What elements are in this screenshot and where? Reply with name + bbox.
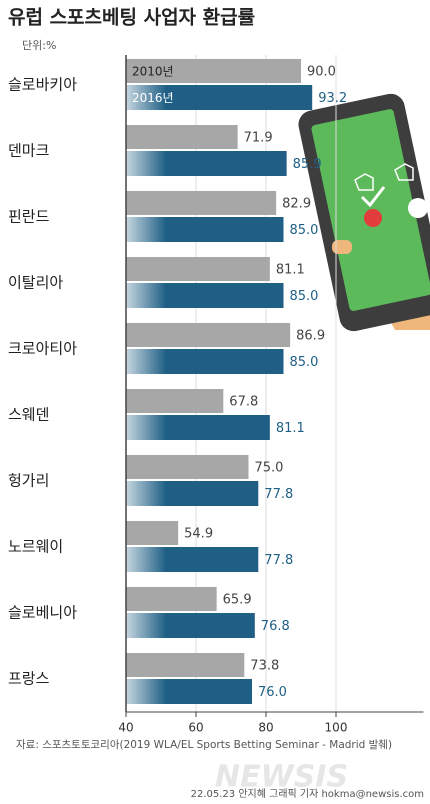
bar — [126, 59, 301, 83]
value-label: 76.0 — [258, 685, 287, 700]
value-label: 93.2 — [318, 91, 347, 106]
value-label: 67.8 — [229, 395, 258, 410]
chart-title: 유럽 스포츠베팅 사업자 환급률 — [8, 7, 255, 29]
bar — [126, 389, 224, 413]
category-label: 슬로베니아 — [8, 604, 77, 622]
bar-fade — [126, 415, 166, 440]
category-label: 슬로바키아 — [8, 76, 77, 94]
watermark: NEWSIS — [215, 760, 348, 795]
value-label: 82.9 — [282, 197, 311, 212]
value-label: 81.1 — [276, 421, 305, 436]
value-label: 90.0 — [307, 65, 336, 80]
source: 자료: 스포츠토토코리아(2019 WLA/EL Sports Betting … — [16, 739, 392, 751]
bar-fade — [126, 151, 166, 176]
value-label: 85.0 — [290, 289, 319, 304]
legend-label: 2016년 — [132, 91, 174, 105]
value-label: 76.8 — [261, 619, 290, 634]
bar-fade — [126, 349, 166, 374]
category-label: 스웨덴 — [8, 406, 49, 424]
bar-fade — [126, 85, 166, 110]
bar — [126, 125, 238, 149]
category-label: 크로아티아 — [8, 340, 77, 358]
value-label: 71.9 — [244, 131, 273, 146]
value-label: 54.9 — [184, 527, 213, 542]
bar-fade — [126, 547, 166, 572]
value-label: 81.1 — [276, 263, 305, 278]
bar-fade — [126, 217, 166, 242]
bar-fade — [126, 283, 166, 308]
x-tick-label: 60 — [188, 721, 203, 735]
value-label: 77.8 — [264, 487, 293, 502]
bar — [126, 323, 291, 347]
value-label: 85.0 — [290, 223, 319, 238]
legend-label: 2010년 — [132, 65, 174, 79]
value-label: 85.9 — [293, 157, 322, 172]
bar — [126, 587, 217, 611]
x-tick-label: 80 — [258, 721, 273, 735]
phone-illustration — [298, 93, 430, 332]
category-label: 핀란드 — [8, 208, 50, 226]
bar — [126, 257, 270, 281]
bar-fade — [126, 679, 166, 704]
value-label: 77.8 — [264, 553, 293, 568]
value-label: 73.8 — [250, 659, 279, 674]
value-label: 85.0 — [290, 355, 319, 370]
category-label: 프랑스 — [8, 670, 50, 688]
bar-fade — [126, 481, 166, 506]
credit: 22.05.23 안지혜 그래픽 기자 hokma@newsis.com — [191, 788, 424, 800]
value-label: 75.0 — [255, 461, 284, 476]
x-tick-label: 40 — [118, 721, 133, 735]
unit-label: 단위:% — [22, 39, 56, 52]
bar — [126, 521, 179, 545]
category-label: 헝가리 — [8, 472, 49, 490]
category-label: 노르웨이 — [8, 538, 63, 556]
bar — [126, 455, 249, 479]
category-label: 덴마크 — [8, 142, 49, 160]
bar-fade — [126, 613, 166, 638]
category-label: 이탈리아 — [8, 274, 63, 292]
value-label: 65.9 — [223, 593, 252, 608]
bar — [126, 653, 245, 677]
bar — [126, 191, 277, 215]
x-tick-label: 100 — [325, 721, 348, 735]
value-label: 86.9 — [296, 329, 325, 344]
